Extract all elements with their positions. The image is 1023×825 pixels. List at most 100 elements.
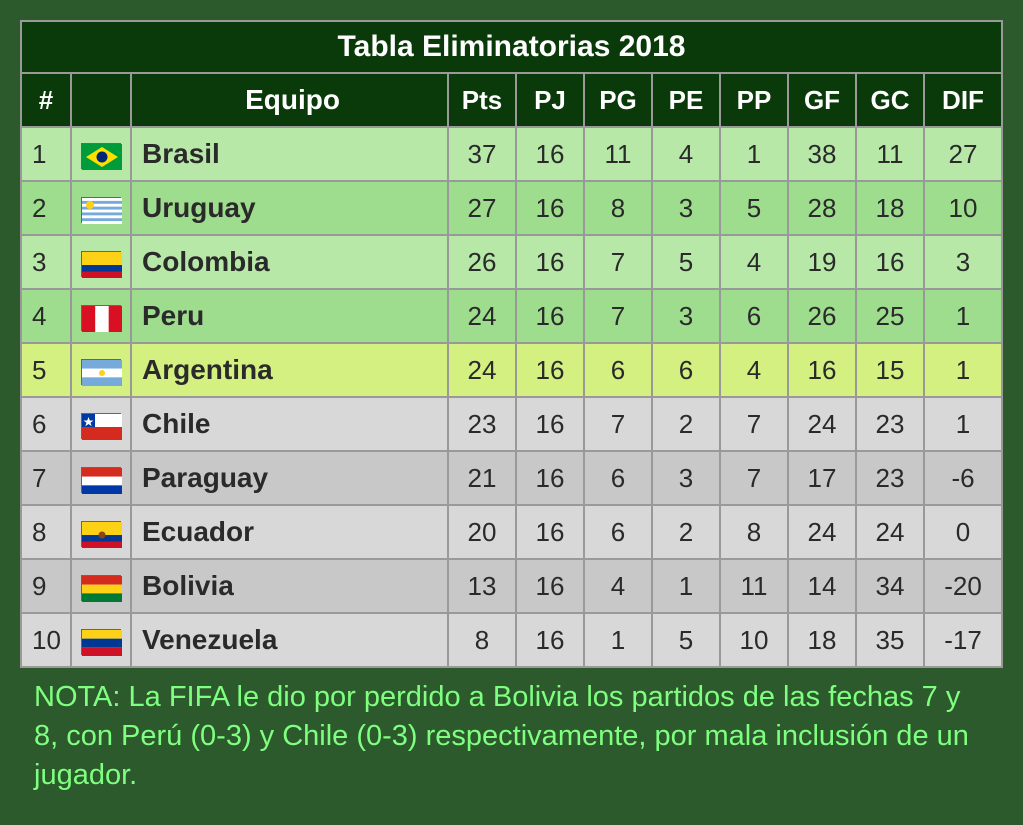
cell-gc: 18	[856, 181, 924, 235]
flag-icon	[81, 305, 121, 331]
table-row: 3 Colombia 26 16 7 5 4 19 16 3	[21, 235, 1002, 289]
flag-icon	[81, 251, 121, 277]
cell-rank: 4	[21, 289, 71, 343]
table-row: 8 Ecuador 20 16 6 2 8 24 24 0	[21, 505, 1002, 559]
cell-pg: 11	[584, 127, 652, 181]
cell-pj: 16	[516, 397, 584, 451]
cell-dif: 1	[924, 289, 1002, 343]
cell-pg: 1	[584, 613, 652, 667]
flag-icon	[81, 467, 121, 493]
cell-gf: 19	[788, 235, 856, 289]
cell-pe: 1	[652, 559, 720, 613]
cell-pj: 16	[516, 127, 584, 181]
cell-rank: 8	[21, 505, 71, 559]
cell-pj: 16	[516, 559, 584, 613]
cell-pg: 8	[584, 181, 652, 235]
cell-pts: 26	[448, 235, 516, 289]
col-rank: #	[21, 73, 71, 127]
cell-pg: 6	[584, 451, 652, 505]
cell-gf: 18	[788, 613, 856, 667]
cell-flag	[71, 451, 131, 505]
cell-team: Bolivia	[131, 559, 448, 613]
col-pg: PG	[584, 73, 652, 127]
cell-flag	[71, 343, 131, 397]
cell-pj: 16	[516, 613, 584, 667]
cell-team: Colombia	[131, 235, 448, 289]
col-pe: PE	[652, 73, 720, 127]
cell-dif: -17	[924, 613, 1002, 667]
cell-dif: -6	[924, 451, 1002, 505]
cell-pts: 27	[448, 181, 516, 235]
cell-flag	[71, 181, 131, 235]
table-row: 1 Brasil 37 16 11 4 1 38 11 27	[21, 127, 1002, 181]
cell-pts: 24	[448, 289, 516, 343]
cell-pg: 6	[584, 505, 652, 559]
cell-dif: 0	[924, 505, 1002, 559]
cell-pg: 7	[584, 397, 652, 451]
cell-pe: 2	[652, 505, 720, 559]
cell-pts: 20	[448, 505, 516, 559]
cell-dif: 1	[924, 343, 1002, 397]
cell-flag	[71, 289, 131, 343]
standings-container: Tabla Eliminatorias 2018 # Equipo Pts PJ…	[20, 20, 1003, 805]
col-flag	[71, 73, 131, 127]
table-row: 5 Argentina 24 16 6 6 4 16 15 1	[21, 343, 1002, 397]
cell-pj: 16	[516, 505, 584, 559]
cell-gf: 24	[788, 505, 856, 559]
cell-team: Argentina	[131, 343, 448, 397]
cell-gf: 28	[788, 181, 856, 235]
cell-team: Venezuela	[131, 613, 448, 667]
cell-flag	[71, 127, 131, 181]
cell-pj: 16	[516, 181, 584, 235]
cell-rank: 9	[21, 559, 71, 613]
cell-gc: 35	[856, 613, 924, 667]
cell-flag	[71, 613, 131, 667]
table-row: 10 Venezuela 8 16 1 5 10 18 35 -17	[21, 613, 1002, 667]
cell-team: Paraguay	[131, 451, 448, 505]
cell-gf: 17	[788, 451, 856, 505]
cell-gc: 25	[856, 289, 924, 343]
footnote: NOTA: La FIFA le dio por perdido a Boliv…	[20, 668, 1003, 805]
flag-icon	[81, 143, 121, 169]
cell-rank: 2	[21, 181, 71, 235]
flag-icon	[81, 197, 121, 223]
cell-pe: 5	[652, 613, 720, 667]
cell-dif: 27	[924, 127, 1002, 181]
cell-gf: 26	[788, 289, 856, 343]
cell-dif: 1	[924, 397, 1002, 451]
cell-pj: 16	[516, 343, 584, 397]
cell-pg: 7	[584, 289, 652, 343]
table-row: 4 Peru 24 16 7 3 6 26 25 1	[21, 289, 1002, 343]
col-gf: GF	[788, 73, 856, 127]
cell-pp: 10	[720, 613, 788, 667]
flag-icon	[81, 629, 121, 655]
cell-pe: 3	[652, 451, 720, 505]
table-row: 6 Chile 23 16 7 2 7 24 23 1	[21, 397, 1002, 451]
cell-team: Brasil	[131, 127, 448, 181]
cell-pp: 6	[720, 289, 788, 343]
cell-pp: 5	[720, 181, 788, 235]
cell-rank: 7	[21, 451, 71, 505]
cell-gc: 34	[856, 559, 924, 613]
cell-team: Ecuador	[131, 505, 448, 559]
cell-pe: 3	[652, 289, 720, 343]
cell-pts: 21	[448, 451, 516, 505]
col-pp: PP	[720, 73, 788, 127]
cell-rank: 1	[21, 127, 71, 181]
cell-pe: 5	[652, 235, 720, 289]
cell-gc: 23	[856, 397, 924, 451]
cell-gf: 24	[788, 397, 856, 451]
cell-pj: 16	[516, 451, 584, 505]
cell-gc: 11	[856, 127, 924, 181]
col-pj: PJ	[516, 73, 584, 127]
col-team: Equipo	[131, 73, 448, 127]
cell-pg: 7	[584, 235, 652, 289]
cell-pts: 8	[448, 613, 516, 667]
cell-pe: 3	[652, 181, 720, 235]
cell-pe: 2	[652, 397, 720, 451]
cell-gc: 23	[856, 451, 924, 505]
cell-gf: 16	[788, 343, 856, 397]
col-gc: GC	[856, 73, 924, 127]
table-title: Tabla Eliminatorias 2018	[20, 20, 1003, 72]
cell-team: Uruguay	[131, 181, 448, 235]
